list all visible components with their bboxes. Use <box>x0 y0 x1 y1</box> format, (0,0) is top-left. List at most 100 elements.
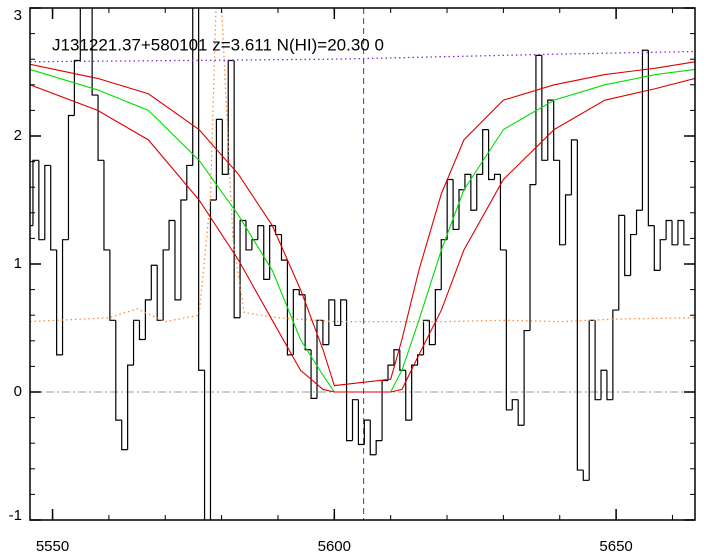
flux-step <box>422 319 430 355</box>
flux-step <box>203 370 206 520</box>
flux-step <box>109 249 116 321</box>
flux-step <box>274 225 282 236</box>
flux-step <box>174 220 181 301</box>
flux-step <box>251 239 258 250</box>
flux-step <box>464 173 471 190</box>
flux-step <box>263 225 270 280</box>
flux-step <box>328 299 335 345</box>
flux-step <box>487 129 495 181</box>
plot-area <box>30 8 695 520</box>
flux-step <box>517 399 525 426</box>
flux-step <box>393 349 400 366</box>
flux-step <box>677 219 684 245</box>
flux-step <box>121 420 128 451</box>
axes-frame <box>29 7 696 521</box>
chart-title: J131221.37+580101 z=3.611 N(HI)=20.30 0 <box>52 35 384 54</box>
flux-step <box>115 320 122 421</box>
flux-step <box>416 354 424 366</box>
flux-step <box>286 260 294 356</box>
flux-step <box>150 264 158 300</box>
flux-step <box>280 234 288 261</box>
flux-step <box>588 319 596 481</box>
fit-line <box>30 77 695 393</box>
flux-step <box>32 159 39 226</box>
flux-step <box>553 100 560 161</box>
flux-step <box>606 370 613 401</box>
flux-step <box>221 119 229 175</box>
flux-step <box>44 164 51 240</box>
flux-step <box>227 59 235 175</box>
flux-step <box>257 225 264 240</box>
flux-step <box>547 99 554 161</box>
flux-step <box>476 173 483 211</box>
flux-step <box>653 225 661 271</box>
flux-step <box>334 299 341 327</box>
flux-step <box>600 369 607 400</box>
dotted-line <box>30 8 695 323</box>
flux-step <box>38 160 45 241</box>
flux-step <box>56 249 63 356</box>
flux-step <box>428 320 436 346</box>
flux-step <box>357 399 365 446</box>
flux-step <box>624 215 631 277</box>
flux-step <box>144 299 152 340</box>
flux-step <box>535 54 542 185</box>
flux-step <box>482 129 489 175</box>
flux-step <box>659 239 667 271</box>
flux-step <box>369 420 377 456</box>
flux-step <box>381 379 389 441</box>
y-tick-label: 1 <box>14 255 22 272</box>
flux-step <box>452 179 460 231</box>
flux-step <box>186 164 193 200</box>
flux-step <box>612 309 619 400</box>
flux-step <box>618 214 625 311</box>
flux-step <box>103 160 110 251</box>
flux-step <box>399 349 406 371</box>
flux-step <box>559 160 566 246</box>
flux-step <box>138 320 146 341</box>
flux-step <box>310 349 317 399</box>
flux-step <box>671 220 678 246</box>
flux-step <box>570 139 578 195</box>
flux-step <box>630 233 637 276</box>
flux-step <box>298 289 306 296</box>
flux-step <box>665 219 673 240</box>
flux-step <box>79 8 81 61</box>
flux-step <box>351 399 359 441</box>
flux-step <box>245 220 252 251</box>
flux-step <box>73 59 81 116</box>
flux-step <box>198 8 205 371</box>
y-tick-label: 3 <box>14 7 22 24</box>
flux-step <box>411 364 418 421</box>
flux-step <box>499 174 507 251</box>
flux-step <box>97 95 104 161</box>
flux-step <box>50 165 57 251</box>
flux-step <box>67 114 75 240</box>
x-tick-label: 5550 <box>36 538 69 555</box>
flux-step <box>576 139 584 471</box>
flux-step <box>458 189 465 230</box>
flux-step <box>192 8 194 166</box>
flux-step <box>322 320 329 346</box>
flux-step <box>641 49 649 211</box>
flux-step <box>345 299 353 442</box>
flux-step <box>594 320 602 401</box>
x-tick-label: 5650 <box>599 538 632 555</box>
flux-step <box>523 329 531 426</box>
flux-step <box>127 364 134 450</box>
flux-step <box>387 364 394 381</box>
flux-step <box>647 50 655 227</box>
flux-step <box>564 194 572 245</box>
flux-step <box>505 249 513 411</box>
flux-step <box>292 289 300 355</box>
y-tick-label: 2 <box>14 127 22 144</box>
flux-step <box>493 173 501 180</box>
flux-step <box>180 199 187 300</box>
flux-step <box>132 319 140 366</box>
flux-step <box>304 294 312 351</box>
flux-step <box>340 299 347 326</box>
fit-line <box>30 61 695 387</box>
flux-step <box>91 8 99 96</box>
flux-step <box>61 239 69 355</box>
